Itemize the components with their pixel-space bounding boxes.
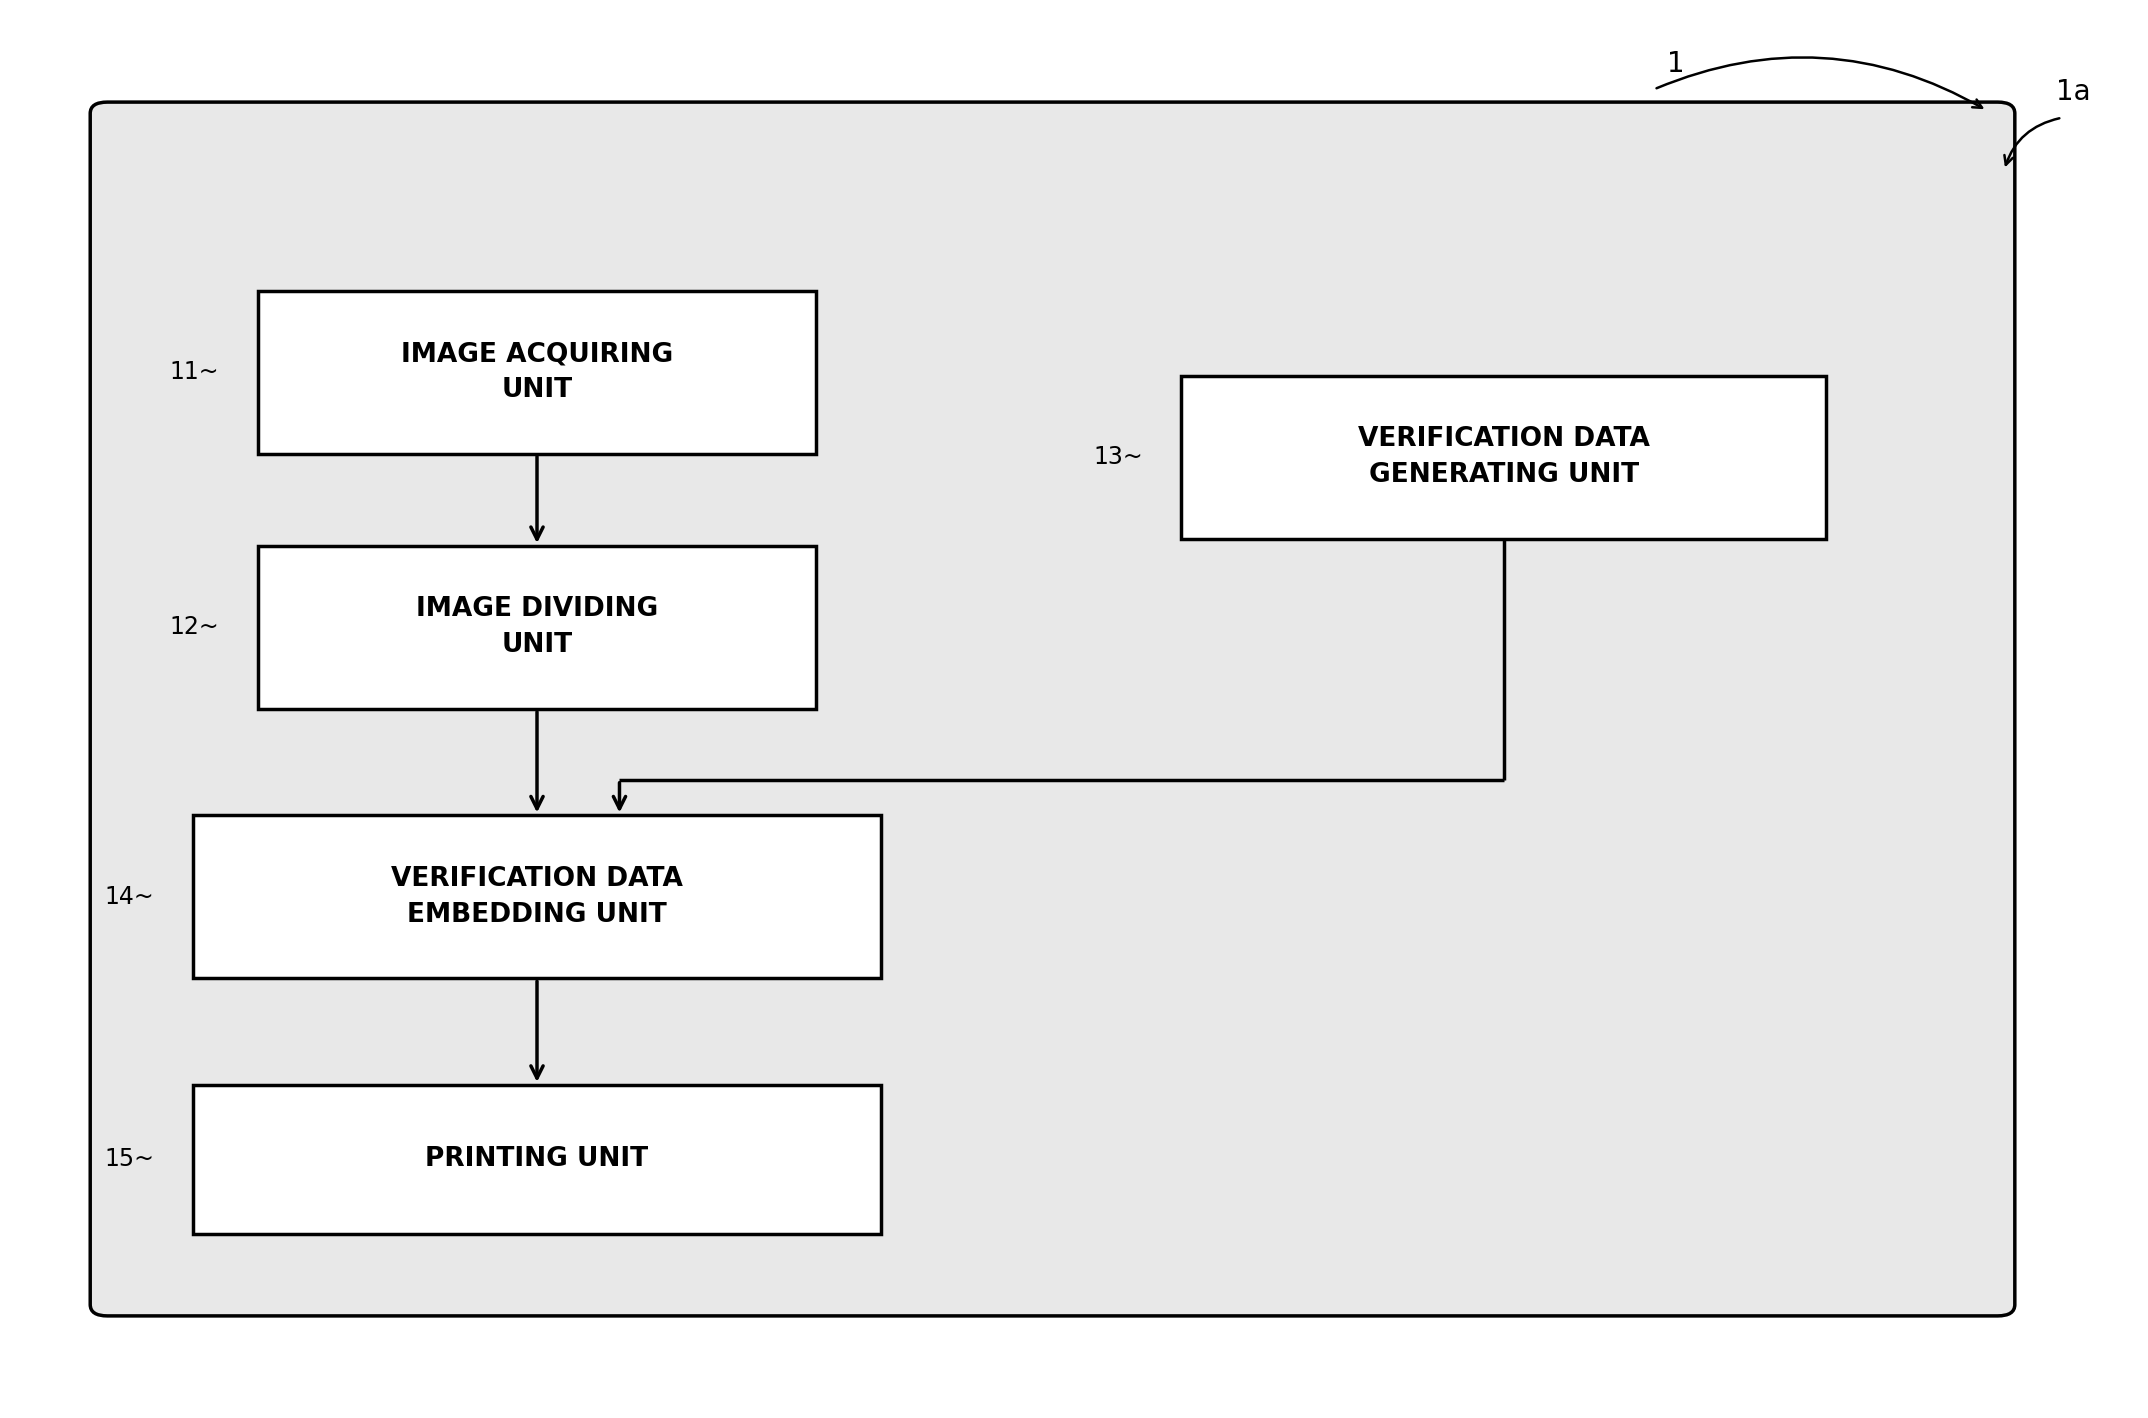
Bar (1181, 376, 1826, 539)
Text: 15~: 15~ (105, 1147, 155, 1171)
Bar (258, 546, 816, 709)
FancyBboxPatch shape (90, 102, 2015, 1316)
Text: PRINTING UNIT: PRINTING UNIT (425, 1146, 649, 1173)
Text: IMAGE ACQUIRING
UNIT: IMAGE ACQUIRING UNIT (402, 342, 672, 403)
Text: VERIFICATION DATA
GENERATING UNIT: VERIFICATION DATA GENERATING UNIT (1358, 427, 1650, 488)
Text: 1: 1 (1667, 50, 1684, 78)
Text: 12~: 12~ (170, 615, 219, 640)
Bar (193, 1085, 881, 1234)
Text: VERIFICATION DATA
EMBEDDING UNIT: VERIFICATION DATA EMBEDDING UNIT (391, 866, 683, 927)
Text: IMAGE DIVIDING
UNIT: IMAGE DIVIDING UNIT (417, 597, 657, 658)
Text: 13~: 13~ (1093, 445, 1143, 469)
Bar (193, 815, 881, 978)
Text: 11~: 11~ (170, 360, 219, 384)
Text: 1a: 1a (2056, 78, 2090, 106)
Text: 14~: 14~ (105, 885, 155, 909)
Bar (258, 291, 816, 454)
